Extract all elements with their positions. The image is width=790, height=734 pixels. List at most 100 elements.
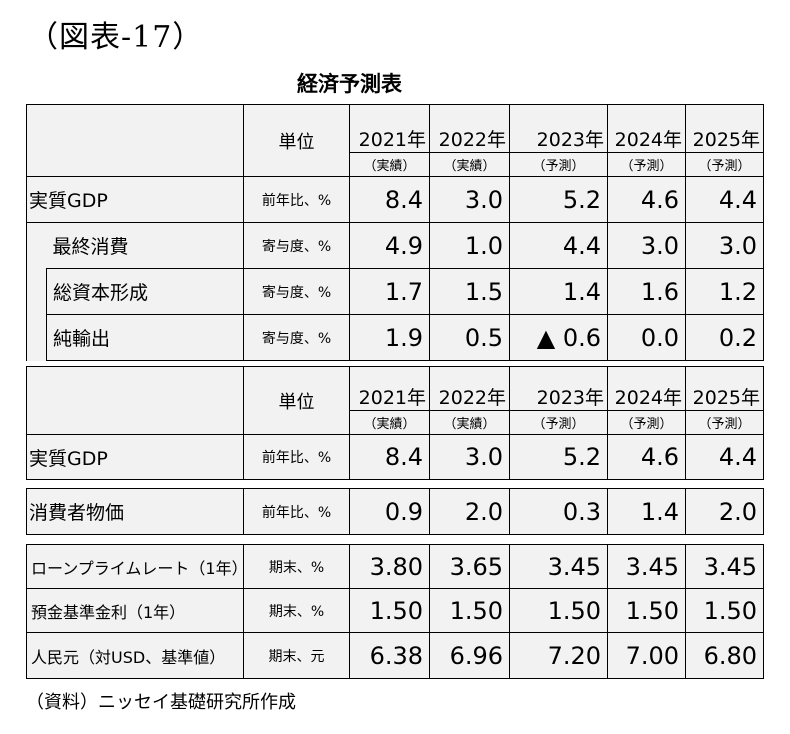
status-header: （実績）: [429, 410, 510, 435]
cell-value: 3.0: [607, 222, 686, 269]
table-row: ローンプライムレート（1年） 期末、% 3.80 3.65 3.45 3.45 …: [26, 544, 764, 589]
header-corner: [26, 104, 244, 177]
row-label-cpi: 消費者物価: [26, 488, 244, 535]
forecast-table-gdp-breakdown: 単位 2021年 2022年 2023年 2024年 2025年 （実績） （実…: [26, 104, 764, 361]
row-label-gross-capital-formation: 総資本形成: [46, 268, 244, 315]
year-header: 2025年: [685, 104, 764, 153]
cell-value: 8.4: [349, 176, 430, 223]
cell-value: 1.7: [349, 268, 430, 315]
cell-value: 3.65: [429, 544, 510, 589]
cell-value: 1.50: [685, 588, 764, 633]
row-unit: 寄与度、%: [243, 222, 350, 269]
cell-value: 3.45: [509, 544, 608, 589]
cell-value: 2.0: [685, 488, 764, 535]
cell-value: 6.96: [429, 632, 510, 679]
year-header: 2021年: [349, 366, 430, 411]
cell-value: 0.0: [607, 314, 686, 361]
cell-value: 1.50: [607, 588, 686, 633]
status-header: （実績）: [349, 152, 430, 177]
cell-value: 4.4: [509, 222, 608, 269]
row-label-net-exports: 純輸出: [46, 314, 244, 361]
row-label-loan-prime-rate: ローンプライムレート（1年）: [26, 544, 244, 589]
status-header: （予測）: [685, 410, 764, 435]
table-row: 消費者物価 前年比、% 0.9 2.0 0.3 1.4 2.0: [26, 488, 764, 535]
cell-value: 1.50: [429, 588, 510, 633]
year-header: 2021年: [349, 104, 430, 153]
table-row: 預金基準金利（1年） 期末、% 1.50 1.50 1.50 1.50 1.50: [26, 588, 764, 633]
cell-value: 3.45: [607, 544, 686, 589]
cell-value: 6.80: [685, 632, 764, 679]
forecast-table-rates: ローンプライムレート（1年） 期末、% 3.80 3.65 3.45 3.45 …: [26, 544, 764, 679]
status-header: （予測）: [607, 410, 686, 435]
year-header: 2022年: [429, 366, 510, 411]
row-label-final-consumption: 最終消費: [46, 222, 244, 269]
status-header: （予測）: [685, 152, 764, 177]
cell-value: 0.5: [429, 314, 510, 361]
row-unit: 前年比、%: [243, 434, 350, 480]
year-header: 2024年: [607, 104, 686, 153]
cell-value: 4.9: [349, 222, 430, 269]
cell-value: 6.38: [349, 632, 430, 679]
table-title: 経済予測表: [297, 72, 402, 96]
cell-value: 4.4: [685, 434, 764, 480]
row-unit: 期末、%: [243, 544, 350, 589]
cell-value: 1.2: [685, 268, 764, 315]
indent-gutter: [26, 222, 47, 269]
indent-gutter: [26, 268, 47, 315]
row-unit: 寄与度、%: [243, 314, 350, 361]
cell-value: 3.0: [685, 222, 764, 269]
cell-value: 0.9: [349, 488, 430, 535]
row-unit: 前年比、%: [243, 176, 350, 223]
cell-value: 5.2: [509, 176, 608, 223]
cell-value: 8.4: [349, 434, 430, 480]
year-header: 2022年: [429, 104, 510, 153]
cell-value: 5.2: [509, 434, 608, 480]
row-unit: 前年比、%: [243, 488, 350, 535]
cell-value: 7.20: [509, 632, 608, 679]
cell-value: 1.50: [349, 588, 430, 633]
status-header: （予測）: [509, 410, 608, 435]
cell-value: 3.0: [429, 176, 510, 223]
cell-value: 1.50: [509, 588, 608, 633]
cell-value: 4.6: [607, 176, 686, 223]
cell-value: 1.5: [429, 268, 510, 315]
cell-value: 3.0: [429, 434, 510, 480]
header-corner: [26, 366, 244, 435]
cell-value: ▲ 0.6: [509, 314, 608, 361]
source-note: （資料）ニッセイ基礎研究所作成: [26, 692, 296, 713]
status-header: （実績）: [429, 152, 510, 177]
table-row: 実質GDP 前年比、% 8.4 3.0 5.2 4.6 4.4: [26, 176, 764, 223]
cell-value: 2.0: [429, 488, 510, 535]
figure-label: （図表-17）: [28, 20, 204, 55]
cell-value: 3.80: [349, 544, 430, 589]
cell-value: 1.4: [607, 488, 686, 535]
table-row: 純輸出 寄与度、% 1.9 0.5 ▲ 0.6 0.0 0.2: [26, 314, 764, 361]
forecast-table-gdp: 単位 2021年 2022年 2023年 2024年 2025年 （実績） （実…: [26, 366, 764, 480]
cell-value: 4.4: [685, 176, 764, 223]
cell-value: 4.6: [607, 434, 686, 480]
indent-gutter: [26, 314, 47, 361]
row-label-real-gdp: 実質GDP: [26, 176, 244, 223]
table-row: 実質GDP 前年比、% 8.4 3.0 5.2 4.6 4.4: [26, 434, 764, 480]
table-row: 人民元（対USD、基準値） 期末、元 6.38 6.96 7.20 7.00 6…: [26, 632, 764, 679]
row-label-rmb-usd: 人民元（対USD、基準値）: [26, 632, 244, 679]
status-header: （予測）: [509, 152, 608, 177]
table-row: 最終消費 寄与度、% 4.9 1.0 4.4 3.0 3.0: [26, 222, 764, 269]
cell-value: 0.2: [685, 314, 764, 361]
row-unit: 寄与度、%: [243, 268, 350, 315]
forecast-table-cpi: 消費者物価 前年比、% 0.9 2.0 0.3 1.4 2.0: [26, 488, 764, 535]
status-header: （予測）: [607, 152, 686, 177]
cell-value: 1.0: [429, 222, 510, 269]
year-header: 2024年: [607, 366, 686, 411]
row-label-real-gdp: 実質GDP: [26, 434, 244, 480]
year-header: 2023年: [509, 366, 608, 411]
header-unit-label: 単位: [243, 104, 350, 177]
header-unit-label: 単位: [243, 366, 350, 435]
cell-value: 7.00: [607, 632, 686, 679]
cell-value: 0.3: [509, 488, 608, 535]
cell-value: 1.9: [349, 314, 430, 361]
year-header: 2025年: [685, 366, 764, 411]
status-header: （実績）: [349, 410, 430, 435]
table-row: 総資本形成 寄与度、% 1.7 1.5 1.4 1.6 1.2: [26, 268, 764, 315]
row-label-deposit-rate: 預金基準金利（1年）: [26, 588, 244, 633]
